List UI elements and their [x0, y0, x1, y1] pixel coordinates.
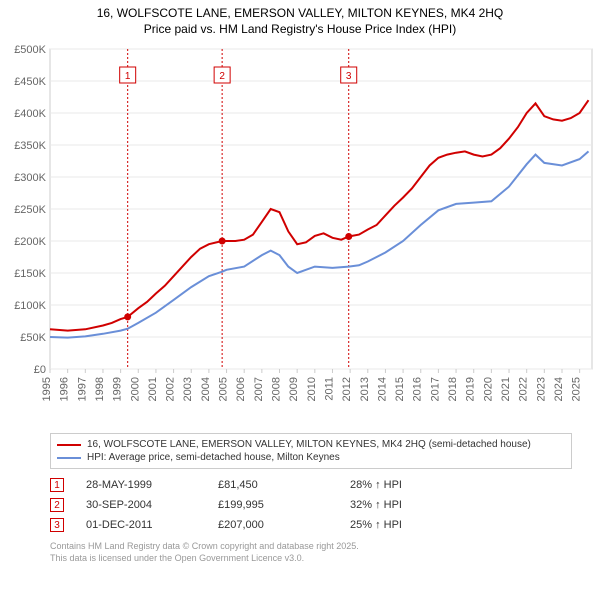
y-tick-label: £200K [14, 236, 46, 248]
x-tick-label: 2015 [394, 377, 406, 401]
legend-label: HPI: Average price, semi-detached house,… [87, 452, 340, 463]
sales-marker: 3 [50, 518, 64, 532]
x-tick-label: 2024 [553, 377, 565, 401]
legend-label: 16, WOLFSCOTE LANE, EMERSON VALLEY, MILT… [87, 439, 531, 450]
footer-line-1: Contains HM Land Registry data © Crown c… [50, 541, 572, 553]
sale-marker-dot [124, 314, 131, 321]
sales-date: 01-DEC-2011 [86, 519, 196, 531]
sale-marker-number: 2 [219, 71, 225, 82]
x-tick-label: 2020 [482, 377, 494, 401]
y-tick-label: £350K [14, 140, 46, 152]
x-tick-label: 2016 [412, 377, 424, 401]
x-tick-label: 1996 [59, 377, 71, 401]
x-tick-label: 2011 [323, 377, 335, 401]
x-tick-label: 2002 [165, 377, 177, 401]
y-tick-label: £50K [20, 332, 46, 344]
x-tick-label: 2000 [129, 377, 141, 401]
y-tick-label: £400K [14, 108, 46, 120]
sales-row: 2 30-SEP-2004 £199,995 32% ↑ HPI [50, 495, 572, 515]
x-tick-label: 2010 [306, 377, 318, 401]
title-line-2: Price paid vs. HM Land Registry's House … [0, 22, 600, 38]
x-tick-label: 2004 [200, 377, 212, 401]
line-chart-svg: £0 £50K £100K £150K £200K £250K £300K £350K £400… [0, 39, 600, 429]
sale-marker-dot [345, 233, 352, 240]
sales-delta: 25% ↑ HPI [350, 519, 572, 531]
x-tick-label: 2001 [147, 377, 159, 401]
sales-date: 30-SEP-2004 [86, 499, 196, 511]
x-tick-label: 2019 [465, 377, 477, 401]
footer-attribution: Contains HM Land Registry data © Crown c… [50, 541, 572, 564]
x-tick-label: 1999 [112, 377, 124, 401]
footer-line-2: This data is licensed under the Open Gov… [50, 553, 572, 565]
y-tick-label: £500K [14, 44, 46, 56]
legend-row: 16, WOLFSCOTE LANE, EMERSON VALLEY, MILT… [57, 438, 565, 451]
x-tick-label: 2007 [253, 377, 265, 401]
x-tick-label: 2013 [359, 377, 371, 401]
x-tick-label: 2003 [182, 377, 194, 401]
x-tick-label: 2018 [447, 377, 459, 401]
sales-price: £199,995 [218, 499, 328, 511]
x-tick-label: 2017 [429, 377, 441, 401]
sales-row: 1 28-MAY-1999 £81,450 28% ↑ HPI [50, 475, 572, 495]
sale-marker-number: 1 [125, 71, 131, 82]
sales-marker: 1 [50, 478, 64, 492]
legend-row: HPI: Average price, semi-detached house,… [57, 451, 565, 464]
sales-price: £207,000 [218, 519, 328, 531]
chart-area: £0 £50K £100K £150K £200K £250K £300K £350K £400… [0, 39, 600, 429]
y-tick-label: £250K [14, 204, 46, 216]
x-tick-label: 1998 [94, 377, 106, 401]
sales-date: 28-MAY-1999 [86, 479, 196, 491]
legend: 16, WOLFSCOTE LANE, EMERSON VALLEY, MILT… [50, 433, 572, 469]
title-block: 16, WOLFSCOTE LANE, EMERSON VALLEY, MILT… [0, 0, 600, 39]
y-tick-label: £300K [14, 172, 46, 184]
legend-swatch [57, 444, 81, 446]
x-tick-label: 1997 [76, 377, 88, 401]
x-tick-label: 2014 [376, 377, 388, 401]
sales-row: 3 01-DEC-2011 £207,000 25% ↑ HPI [50, 515, 572, 535]
sales-table: 1 28-MAY-1999 £81,450 28% ↑ HPI 2 30-SEP-2004… [50, 475, 572, 535]
y-tick-label: £450K [14, 76, 46, 88]
x-tick-label: 1995 [41, 377, 53, 401]
x-tick-label: 2008 [271, 377, 283, 401]
x-tick-label: 2025 [571, 377, 583, 401]
sales-marker: 2 [50, 498, 64, 512]
x-tick-label: 2023 [535, 377, 547, 401]
sales-delta: 28% ↑ HPI [350, 479, 572, 491]
x-tick-label: 2022 [518, 377, 530, 401]
y-tick-label: £0 [34, 364, 46, 376]
legend-swatch [57, 457, 81, 459]
sale-marker-dot [219, 238, 226, 245]
sales-price: £81,450 [218, 479, 328, 491]
x-tick-label: 2021 [500, 377, 512, 401]
x-tick-label: 2012 [341, 377, 353, 401]
x-tick-label: 2009 [288, 377, 300, 401]
x-tick-label: 2006 [235, 377, 247, 401]
y-tick-label: £100K [14, 300, 46, 312]
x-tick-label: 2005 [218, 377, 230, 401]
chart-container: 16, WOLFSCOTE LANE, EMERSON VALLEY, MILT… [0, 0, 600, 590]
title-line-1: 16, WOLFSCOTE LANE, EMERSON VALLEY, MILT… [0, 6, 600, 22]
sale-marker-number: 3 [346, 71, 352, 82]
y-tick-label: £150K [14, 268, 46, 280]
sales-delta: 32% ↑ HPI [350, 499, 572, 511]
